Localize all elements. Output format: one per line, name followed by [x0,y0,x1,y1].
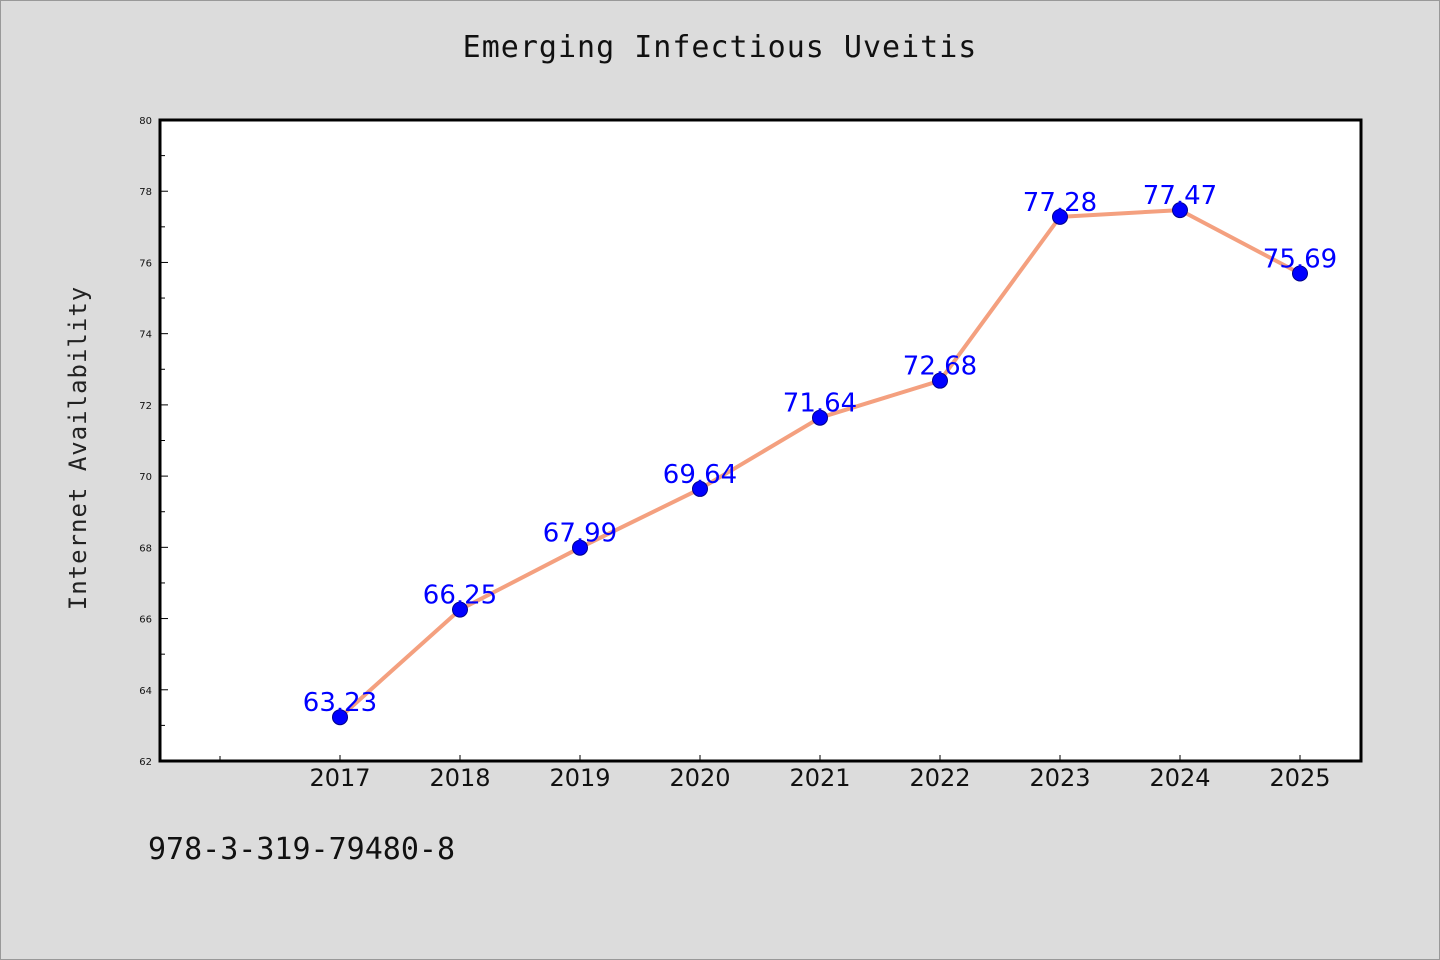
y-tick-label: 72 [139,401,152,412]
data-point [572,539,588,556]
y-tick-label: 70 [139,472,152,483]
data-point [1292,265,1308,282]
x-axis-ticks: 2017 2018 2019 2020 2021 2022 2023 2024 2025 [219,755,1331,792]
data-label: 77.28 [1023,188,1097,218]
y-axis-ticks: 62 64 66 68 70 72 74 76 78 80 [139,116,168,768]
isbn-code: 978-3-319-79480-8 [148,832,456,867]
data-markers [332,202,1308,726]
plot-area [158,118,1363,763]
data-point [932,372,948,389]
data-label: 69.64 [663,460,737,490]
data-label: 66.25 [423,581,497,611]
y-tick-label: 74 [139,330,152,341]
y-tick-label: 62 [139,757,152,768]
x-tick-label: 2022 [909,764,970,792]
data-point [332,709,348,726]
x-tick-label: 2020 [669,764,730,792]
data-labels: 63.23 66.25 67.99 69.64 71.64 72.68 77.28 77.47… [303,181,1337,718]
x-tick-label: 2021 [789,764,850,792]
data-point [1172,202,1188,219]
data-label: 63.23 [303,688,377,718]
chart-title: Emerging Infectious Uveitis [462,30,978,65]
y-tick-label: 64 [139,686,152,697]
data-point [812,409,828,426]
data-point [692,480,708,497]
x-tick-label: 2017 [309,764,370,792]
y-tick-label: 68 [139,543,152,554]
x-tick-label: 2024 [1149,764,1210,792]
data-label: 75.69 [1263,244,1337,274]
x-tick-label: 2018 [429,764,490,792]
y-tick-label: 78 [139,187,152,198]
data-point [1052,208,1068,225]
y-tick-label: 80 [139,116,152,127]
data-label: 71.64 [783,389,857,419]
data-label: 72.68 [903,352,977,382]
x-tick-label: 2023 [1029,764,1090,792]
x-tick-label: 2025 [1269,764,1330,792]
y-tick-label: 66 [139,615,152,626]
data-label: 67.99 [543,519,617,549]
data-label: 77.47 [1143,181,1217,211]
data-point [452,601,468,618]
y-tick-label: 76 [139,258,152,269]
x-tick-label: 2019 [549,764,610,792]
